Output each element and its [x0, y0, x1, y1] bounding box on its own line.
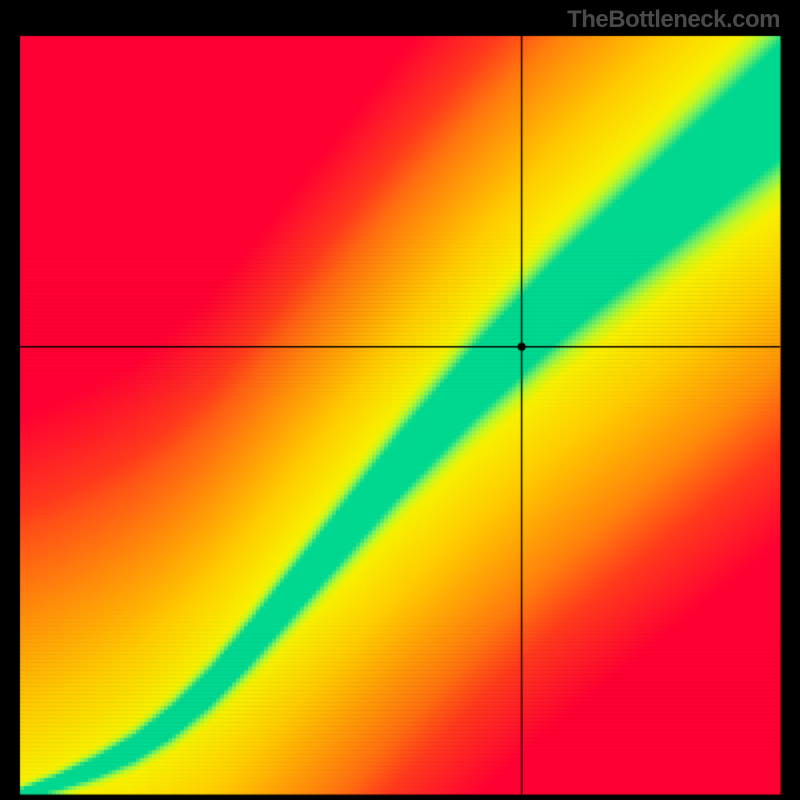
chart-container: { "watermark": { "text": "TheBottleneck.… — [0, 0, 800, 800]
bottleneck-heatmap — [0, 0, 800, 800]
watermark-text: TheBottleneck.com — [567, 6, 780, 34]
